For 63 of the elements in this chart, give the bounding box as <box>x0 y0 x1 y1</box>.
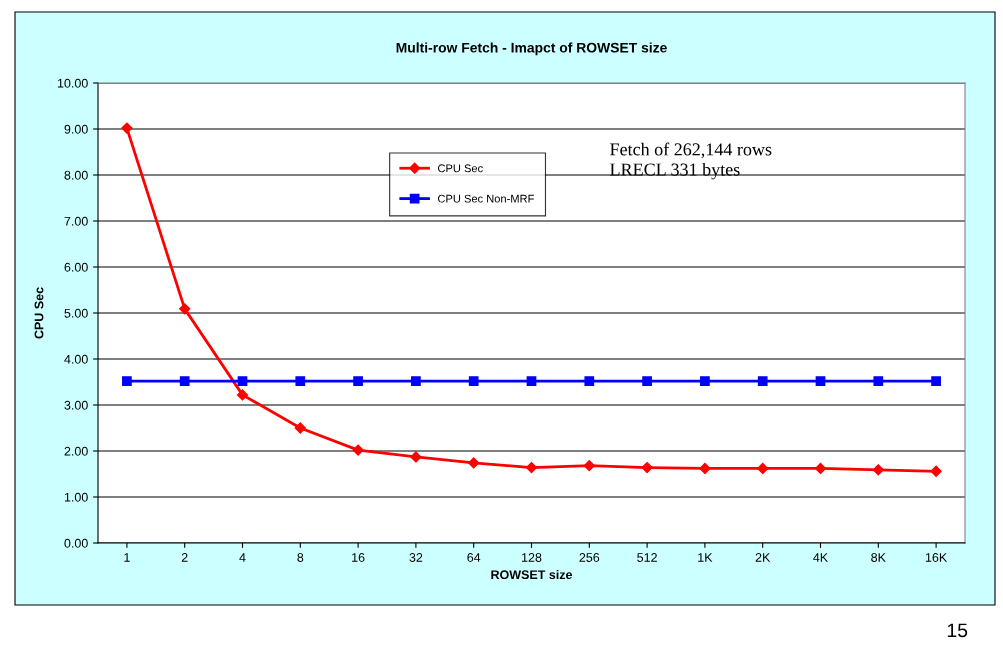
point <box>179 303 191 315</box>
y-tick-label: 10.00 <box>57 78 88 88</box>
point <box>641 461 653 474</box>
y-tick-label: 2.00 <box>64 446 88 456</box>
point <box>295 376 306 386</box>
point <box>757 462 769 475</box>
point <box>872 464 884 476</box>
y-tick-label: 9.00 <box>64 124 88 134</box>
x-tick-label: 1K <box>698 553 713 562</box>
x-tick-label: 64 <box>467 553 481 562</box>
text: 15 <box>947 623 968 638</box>
x-tick-label: 32 <box>409 553 423 562</box>
y-tick-label: 4.00 <box>64 354 88 364</box>
point <box>179 376 190 386</box>
point <box>525 461 538 474</box>
x-tick-label: 1 <box>124 553 130 562</box>
point <box>931 376 941 386</box>
x-tick-label: 8K <box>871 553 886 562</box>
point <box>468 457 480 469</box>
point <box>815 376 826 386</box>
point <box>526 376 537 386</box>
point <box>873 376 884 386</box>
y-tick-label: 6.00 <box>64 262 88 272</box>
x-tick-label: 4 <box>239 553 246 562</box>
y-axis-title: CPU Sec <box>34 287 44 339</box>
point <box>699 462 711 475</box>
point <box>122 376 132 386</box>
x-tick-label: 16 <box>352 553 365 562</box>
legend-label: CPU Sec <box>438 164 483 173</box>
point <box>583 460 595 472</box>
point <box>121 122 133 134</box>
point <box>642 376 652 386</box>
annotation: Fetch of 262,144 rows LRECL 331 bytes <box>610 142 772 180</box>
x-tick-label: 16K <box>925 553 948 562</box>
legend-label: CPU Sec Non-MRF <box>438 194 534 203</box>
y-tick-label: 1.00 <box>64 492 88 502</box>
x-tick-label: 4K <box>813 553 828 562</box>
x-axis-title: ROWSET size <box>491 569 573 580</box>
y-tick-label: 5.00 <box>64 308 88 318</box>
point <box>352 444 364 456</box>
chart-title: Multi-row Fetch - Imapct of ROWSET size <box>396 42 667 56</box>
y-tick-label: 0.00 <box>64 538 88 548</box>
y-tick-label: 7.00 <box>64 216 88 226</box>
point <box>410 451 422 463</box>
x-tick-label: 8 <box>297 553 304 562</box>
point <box>584 376 595 386</box>
point <box>814 462 827 475</box>
y-tick-label: 8.00 <box>64 170 88 180</box>
point <box>411 376 421 386</box>
point <box>237 376 248 386</box>
point <box>700 376 710 386</box>
point <box>757 376 768 386</box>
point <box>353 376 363 386</box>
x-tick-label: 2K <box>755 553 771 562</box>
x-tick-label: 256 <box>579 553 600 562</box>
point <box>236 389 249 401</box>
y-tick-label: 3.00 <box>64 400 88 410</box>
point <box>468 376 479 386</box>
point <box>930 465 942 477</box>
x-tick-label: 128 <box>522 553 542 562</box>
x-tick-label: 512 <box>637 553 657 562</box>
point <box>294 422 306 434</box>
x-tick-label: 2 <box>181 553 188 562</box>
